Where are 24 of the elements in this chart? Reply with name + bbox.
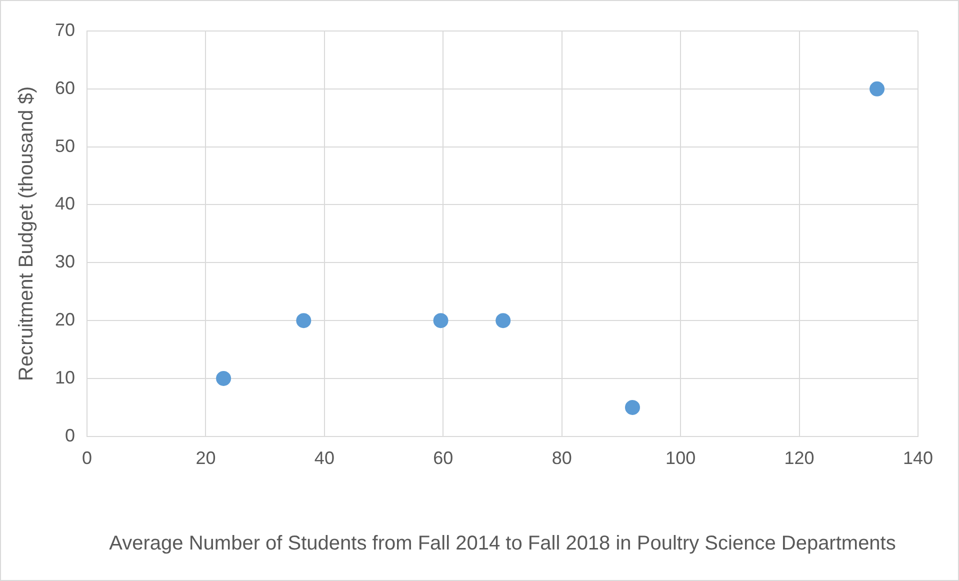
point [496, 313, 511, 328]
y-axis-title: Recruitment Budget (thousand $) [16, 86, 38, 382]
x-tick-label: 80 [552, 448, 572, 468]
y-tick-label: 10 [54, 367, 76, 388]
x-tick-label: 120 [784, 448, 814, 468]
x-tick-label: 60 [433, 448, 454, 468]
y-tick-label: 50 [54, 136, 76, 156]
y-tick-label: 30 [54, 252, 76, 272]
point [296, 313, 312, 328]
x-tick-label: 100 [666, 448, 696, 468]
x-tick-label: 20 [196, 448, 216, 468]
y-tick-label: 0 [65, 425, 76, 446]
x-tick-label: 140 [902, 448, 934, 468]
x-axis-title: Average Number of Students from Fall 2014 to Fall 2018 in Poultry Science Departments [109, 532, 896, 555]
x-tick-label: 40 [314, 448, 334, 468]
y-tick-label: 60 [54, 78, 76, 98]
y-tick-label: 20 [54, 310, 76, 330]
point [216, 370, 232, 386]
y-tick-label: 70 [54, 20, 76, 40]
y-tick-label: 40 [54, 194, 76, 214]
point [870, 81, 885, 96]
point [625, 400, 640, 415]
x-tick-label: 0 [82, 448, 92, 468]
point [433, 313, 448, 328]
